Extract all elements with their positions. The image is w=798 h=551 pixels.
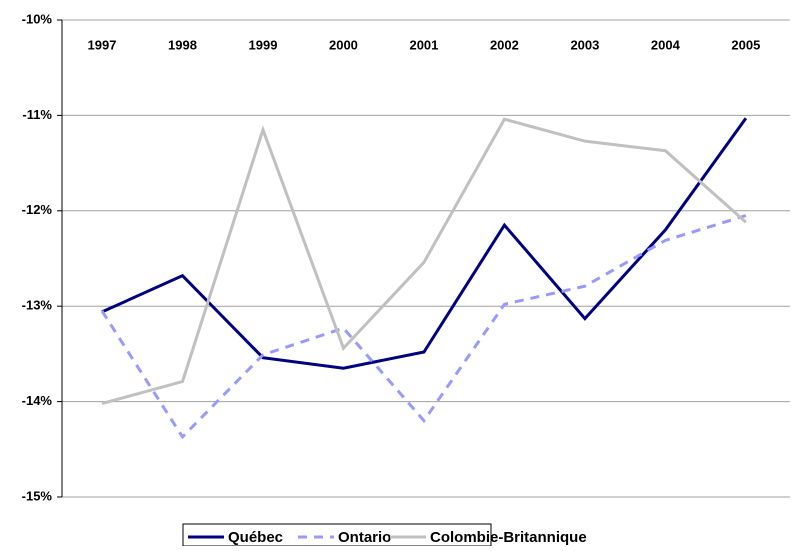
y-tick-label: -14%	[22, 393, 53, 408]
series-line	[100, 214, 747, 440]
x-tick-label: 1999	[249, 37, 278, 52]
x-tick-label: 2002	[490, 37, 519, 52]
y-tick-label: -10%	[22, 11, 53, 26]
series-line	[101, 117, 747, 405]
y-tick-label: -12%	[22, 202, 53, 217]
legend-label: Ontario	[338, 529, 391, 546]
series-line	[101, 117, 748, 370]
x-tick-label: 2005	[731, 37, 760, 52]
legend-label: Québec	[228, 529, 283, 546]
x-tick-label: 1998	[168, 37, 197, 52]
y-tick-label: -11%	[22, 107, 52, 122]
y-tick-label: -13%	[22, 298, 53, 313]
x-tick-label: 2001	[409, 37, 438, 52]
legend: Québec Ontario Colombie-Britannique	[182, 523, 587, 547]
x-tick-label: 1997	[88, 37, 117, 52]
legend-label: Colombie-Britannique	[430, 529, 587, 546]
x-tick-label: 2004	[651, 37, 681, 52]
x-tick-label: 2000	[329, 37, 358, 52]
y-tick-label: -15%	[22, 488, 53, 503]
x-tick-label: 2003	[570, 37, 599, 52]
